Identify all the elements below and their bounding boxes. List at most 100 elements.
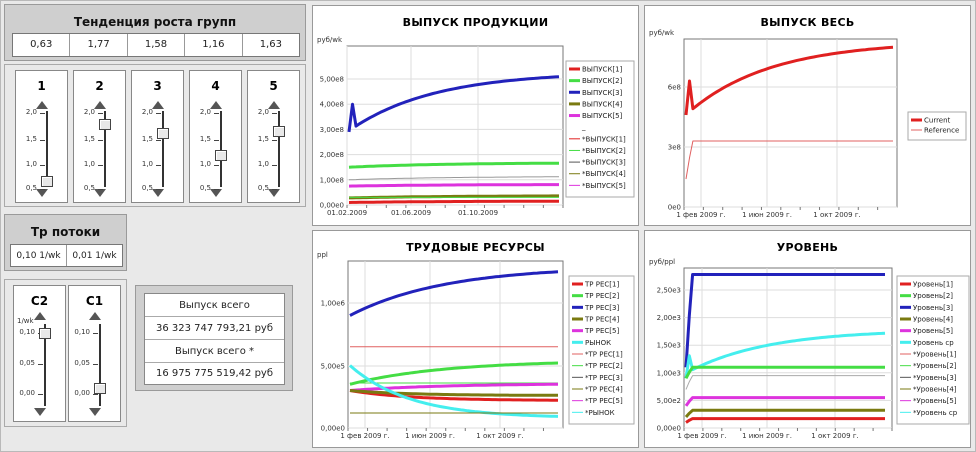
slider-tick-label: 0,5 (257, 184, 269, 192)
slider-tick (214, 140, 219, 141)
arrow-down-icon[interactable] (93, 189, 106, 197)
chart-title: ВЫПУСК ВЕСЬ (760, 16, 855, 29)
slider-label: 5 (269, 79, 278, 93)
slider-tick (38, 394, 43, 395)
legend-label: *ВЫПУСК[3] (582, 159, 626, 167)
unit-label: руб/ppl (649, 258, 675, 266)
y-tick-label: 0,00e0 (320, 202, 344, 210)
legend-label: ВЫПУСК[4] (582, 100, 623, 108)
legend-label: *ВЫПУСК[4] (582, 170, 626, 178)
legend-label: ВЫПУСК[5] (582, 112, 623, 120)
slider-thumb[interactable] (41, 176, 53, 188)
series-level-avg (684, 331, 886, 379)
coeff-sliders-panel: C2 1/wk 0,10 0,05 0,00 C1 0,10 0,05 0,00 (4, 279, 127, 427)
legend-label: ВЫПУСК[3] (582, 89, 623, 97)
group-slider-1[interactable]: 1 2,0 1,5 1,0 0,5 (15, 70, 68, 203)
arrow-up-icon[interactable] (93, 101, 106, 109)
arrow-up-icon[interactable] (151, 101, 164, 109)
flows-title: Тр потоки (30, 225, 101, 239)
legend-label: *Уровень[5] (913, 397, 957, 405)
slider-tick-label: 0,00 (74, 389, 90, 397)
slider-tick (272, 140, 277, 141)
chart-output: руб/wk 5,00e8 4,00e8 3,00e8 2,00e8 1,00e8 0,00… (317, 36, 635, 217)
arrow-down-icon[interactable] (151, 189, 164, 197)
arrow-up-icon[interactable] (209, 101, 222, 109)
arrow-up-icon[interactable] (267, 101, 280, 109)
arrow-down-icon[interactable] (267, 189, 280, 197)
slider-tick-label: 2,0 (141, 108, 153, 116)
slider-label: 4 (211, 79, 220, 93)
series-output-3 (347, 75, 560, 133)
slider-tick-label: 2,0 (25, 108, 37, 116)
y-tick-label: 1,50e3 (657, 342, 681, 350)
series-labor-3 (349, 270, 559, 317)
slider-tick-label: 1,0 (141, 160, 153, 168)
slider-thumb[interactable] (157, 128, 169, 140)
legend-label: ВЫПУСК[2] (582, 77, 623, 85)
series-market (349, 364, 559, 418)
growth-value-3: 1,58 (128, 34, 186, 56)
x-tick-label: 01.02.2009 (327, 209, 367, 217)
series-labor-1 (349, 389, 558, 402)
arrow-down-icon[interactable] (209, 189, 222, 197)
slider-track[interactable] (220, 111, 222, 187)
legend-label: ВЫПУСК[1] (582, 66, 623, 74)
slider-tick (156, 113, 161, 114)
slider-track[interactable] (99, 324, 101, 406)
x-tick-label: 1 окт 2009 г. (813, 211, 860, 219)
legend-label: ТР РЕС[3] (584, 304, 619, 312)
arrow-up-icon[interactable] (35, 101, 48, 109)
slider-tick-label: 0,05 (74, 359, 90, 367)
legend-label: ТР РЕС[5] (584, 327, 619, 335)
growth-value-5: 1,63 (259, 39, 282, 50)
slider-thumb[interactable] (39, 328, 51, 339)
slider-track[interactable] (104, 111, 106, 187)
slider-track[interactable] (162, 111, 164, 187)
legend-label: ТР РЕС[2] (584, 292, 619, 300)
series-output-2 (348, 161, 559, 169)
legend-label: Уровень ср (913, 339, 954, 347)
slider-track[interactable] (278, 111, 280, 187)
y-tick-label: 1,00e6 (321, 300, 346, 308)
slider-tick (156, 140, 161, 141)
output-label-2: Выпуск всего * (145, 340, 284, 363)
arrow-up-icon[interactable] (88, 312, 101, 320)
legend-label: *Уровень ср (913, 409, 958, 417)
group-slider-4[interactable]: 4 2,0 1,5 1,0 0,5 (189, 70, 242, 203)
coeff-slider-c1[interactable]: C1 0,10 0,05 0,00 (68, 285, 121, 422)
group-slider-2[interactable]: 2 2,0 1,5 1,0 0,5 (73, 70, 126, 203)
slider-tick-label: 0,5 (25, 184, 37, 192)
coeff-slider-c2[interactable]: C2 1/wk 0,10 0,05 0,00 (13, 285, 66, 422)
group-slider-3[interactable]: 3 2,0 1,5 1,0 0,5 (131, 70, 184, 203)
y-tick-label: 2,00e3 (657, 314, 681, 322)
slider-thumb[interactable] (215, 149, 227, 161)
slider-thumb[interactable] (273, 125, 285, 137)
x-tick-label: 1 фев 2009 г. (676, 211, 725, 219)
y-tick-label: 1,00e8 (320, 176, 344, 184)
series-output-1 (348, 199, 559, 204)
legend-label: Уровень[3] (913, 304, 953, 312)
slider-tick-label: 0,5 (83, 184, 95, 192)
slider-tick-label: 1,0 (199, 160, 211, 168)
output-box: Выпуск всего 36 323 747 793,21 руб Выпус… (144, 293, 285, 385)
y-tick-label: 1,00e3 (657, 369, 681, 377)
series-level-ref (685, 375, 885, 390)
growth-trend-values: 0,63 1,77 1,58 1,16 1,63 (12, 33, 300, 57)
slider-thumb[interactable] (94, 382, 106, 394)
arrow-down-icon[interactable] (33, 408, 46, 416)
arrow-down-icon[interactable] (88, 408, 101, 416)
slider-tick-label: 1,5 (83, 135, 95, 143)
slider-track[interactable] (46, 111, 48, 187)
x-tick-label: 1 июн 2009 г. (405, 432, 455, 440)
y-tick-label: 2,50e3 (657, 287, 681, 295)
slider-tick (93, 364, 98, 365)
arrow-down-icon[interactable] (35, 189, 48, 197)
slider-track[interactable] (44, 324, 46, 406)
legend-label: *ТР РЕС[4] (585, 386, 623, 394)
plot-area (347, 260, 564, 429)
slider-label: 2 (95, 79, 104, 93)
arrow-up-icon[interactable] (33, 312, 46, 320)
group-slider-5[interactable]: 5 2,0 1,5 1,0 0,5 (247, 70, 300, 203)
slider-thumb[interactable] (99, 118, 111, 130)
slider-tick-label: 1,0 (25, 160, 37, 168)
